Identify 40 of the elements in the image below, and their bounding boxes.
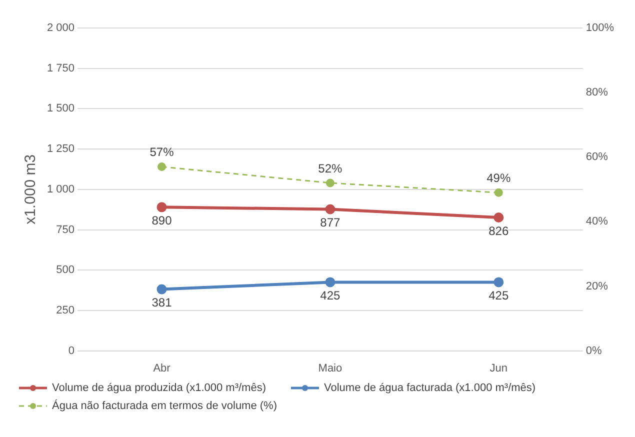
y2-tick-label: 100% — [586, 22, 614, 34]
x-tick-label: Abr — [153, 362, 171, 374]
data-label: 890 — [152, 213, 172, 228]
y2-tick-label: 60% — [586, 151, 608, 164]
y-tick-label: 0 — [68, 344, 75, 357]
x-tick-label: Maio — [318, 362, 342, 374]
y-tick-label: 1 500 — [46, 102, 75, 115]
data-label: 425 — [488, 288, 509, 303]
data-label: 381 — [152, 296, 172, 310]
point — [326, 178, 334, 188]
y2-tick-label: 0% — [586, 344, 602, 357]
data-label: 52% — [318, 161, 343, 176]
legend-label: Volume de água facturada (x1.000 m³/mês) — [324, 382, 536, 394]
y-tick-label: 750 — [56, 224, 75, 236]
x-tick-label: Jun — [490, 362, 508, 374]
point — [325, 204, 336, 214]
y-tick-label: 1 250 — [46, 143, 75, 156]
data-label: 425 — [320, 288, 341, 303]
data-label: 49% — [486, 170, 511, 185]
y-axis-title: x1.000 m3 — [22, 154, 40, 224]
y-tick-label: 250 — [56, 304, 75, 316]
y-tick-label: 1 750 — [46, 62, 75, 74]
point — [494, 212, 504, 222]
y-tick-label: 1 000 — [46, 183, 75, 196]
y-tick-label: 2 000 — [46, 22, 75, 34]
point — [156, 202, 167, 212]
point — [494, 277, 504, 288]
point — [494, 188, 503, 197]
y2-tick-label: 40% — [586, 216, 608, 228]
point — [325, 277, 336, 288]
legend-label: Água não facturada em termos de volume (%) — [52, 400, 278, 412]
y-tick-label: 500 — [56, 264, 75, 276]
y2-tick-label: 80% — [586, 86, 608, 99]
point — [156, 284, 167, 294]
data-label: 57% — [150, 145, 174, 160]
data-label: 826 — [488, 224, 509, 238]
y2-tick-label: 20% — [586, 280, 608, 292]
data-label: 877 — [320, 216, 341, 230]
point — [158, 162, 166, 172]
legend-label: Volume de água produzida (x1.000 m³/mês) — [52, 382, 266, 394]
